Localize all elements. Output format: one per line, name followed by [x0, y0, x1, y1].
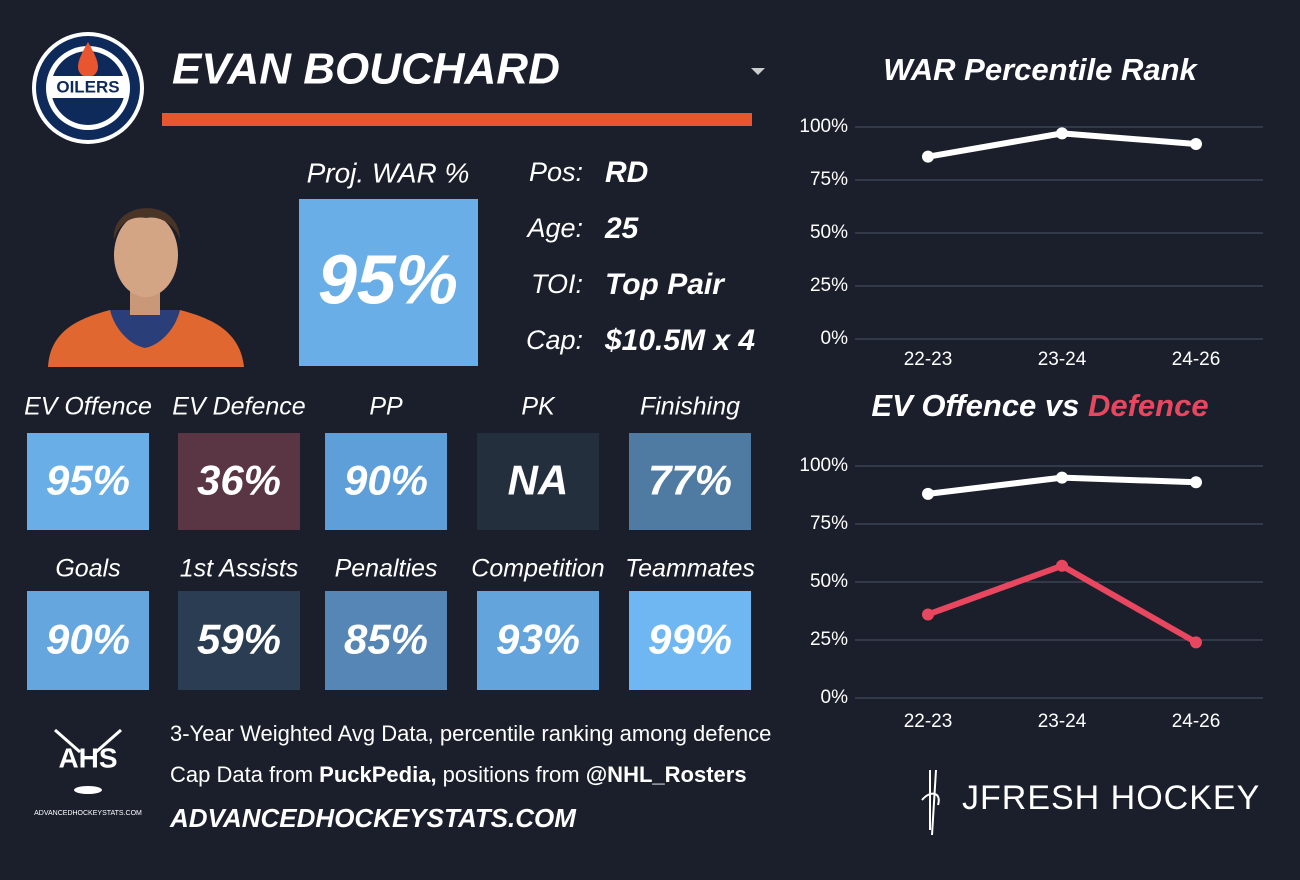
footer-text-part: positions from: [437, 762, 586, 787]
x-tick-label: 24-26: [1172, 711, 1221, 732]
tile: [477, 591, 599, 690]
tile: [27, 591, 149, 690]
y-tick-label: 25%: [810, 275, 848, 296]
footer-text-part: PuckPedia,: [319, 762, 436, 787]
point: [1056, 471, 1068, 484]
y-tick-label: 75%: [810, 169, 848, 190]
player-photo: [48, 208, 244, 367]
tile-value: NA: [508, 457, 569, 504]
tile: [178, 433, 300, 530]
x-tick-label: 23-24: [1038, 711, 1087, 732]
y-tick-label: 25%: [810, 629, 848, 650]
tile-value: 90%: [46, 616, 130, 663]
logo-text: OILERS: [56, 77, 119, 96]
x-tick-label: 24-26: [1172, 349, 1221, 370]
info-value: Top Pair: [605, 268, 726, 301]
chart-title: EV Offence vs Defence: [871, 388, 1208, 423]
chart-title-part: EV Offence vs: [871, 388, 1088, 423]
ahs-logo-text: AHS: [58, 742, 117, 773]
tile: [27, 433, 149, 530]
x-tick-label: 22-23: [904, 349, 953, 370]
ahs-caption: ADVANCEDHOCKEYSTATS.COM: [34, 810, 142, 817]
tile-label: Penalties: [335, 555, 438, 583]
brand-name: JFRESH HOCKEY: [962, 779, 1260, 817]
tile: [629, 433, 751, 530]
tile-label: 1st Assists: [180, 555, 299, 583]
info-value: $10.5M x 4: [604, 324, 755, 357]
tile-value: 90%: [344, 457, 428, 504]
point: [1190, 636, 1202, 649]
tile-value: 85%: [344, 616, 428, 663]
info-label: Age:: [525, 213, 583, 243]
tile-label: Competition: [471, 555, 604, 583]
y-tick-label: 50%: [810, 571, 848, 592]
y-tick-label: 100%: [799, 116, 848, 137]
proj-war-value: 95%: [318, 240, 458, 318]
x-tick-label: 23-24: [1038, 349, 1087, 370]
player-name: EVAN BOUCHARD: [172, 45, 560, 94]
point: [922, 608, 934, 621]
point: [1190, 137, 1202, 150]
info-value: RD: [605, 156, 648, 189]
footer-line: Cap Data from PuckPedia, positions from …: [170, 762, 747, 787]
name-underline: [162, 113, 752, 126]
tile: [629, 591, 751, 690]
chart-title-part: WAR Percentile Rank: [883, 52, 1198, 87]
info-label: TOI:: [531, 269, 583, 299]
footer-line: 3-Year Weighted Avg Data, percentile ran…: [170, 721, 771, 746]
proj-war-label: Proj. WAR %: [307, 157, 470, 188]
proj-war-box: [299, 199, 478, 366]
info-value: 25: [604, 212, 640, 245]
tile-label: EV Defence: [172, 393, 305, 421]
tile-label: PP: [369, 393, 403, 421]
x-tick-label: 22-23: [904, 711, 953, 732]
brand-mark: [921, 769, 940, 836]
chart-title-part: Defence: [1088, 388, 1209, 423]
point: [922, 487, 934, 500]
point: [922, 150, 934, 163]
point: [1056, 559, 1068, 572]
footer-text-part: @NHL_Rosters: [586, 762, 747, 787]
tile-label: EV Offence: [24, 393, 152, 421]
info-label: Cap:: [526, 325, 583, 355]
tile-label: Finishing: [640, 393, 740, 421]
tile: [178, 591, 300, 690]
info-label: Pos:: [529, 157, 583, 187]
site-url: ADVANCEDHOCKEYSTATS.COM: [169, 803, 577, 833]
point: [1056, 127, 1068, 140]
y-tick-label: 50%: [810, 222, 848, 243]
tile-value: 95%: [46, 457, 130, 504]
tile-label: Teammates: [625, 555, 755, 583]
tile-value: 77%: [648, 457, 732, 504]
y-tick-label: 75%: [810, 513, 848, 534]
tile: [477, 433, 599, 530]
y-tick-label: 100%: [799, 455, 848, 476]
tile-label: PK: [521, 393, 556, 421]
tile: [325, 433, 447, 530]
tile-value: 99%: [648, 616, 732, 663]
ahs-logo: AHS ADVANCEDHOCKEYSTATS.COM: [34, 728, 142, 817]
tile-label: Goals: [55, 555, 120, 583]
tile-value: 36%: [197, 457, 281, 504]
tile-value: 59%: [197, 616, 281, 663]
footer-text-part: Cap Data from: [170, 762, 319, 787]
tile-value: 93%: [496, 616, 580, 663]
point: [1190, 476, 1202, 489]
y-tick-label: 0%: [821, 687, 849, 708]
y-tick-label: 0%: [821, 328, 849, 349]
team-logo: OILERS: [32, 32, 144, 144]
tile: [325, 591, 447, 690]
dropdown-arrow[interactable]: [751, 68, 765, 75]
chart-title: WAR Percentile Rank: [883, 52, 1198, 87]
